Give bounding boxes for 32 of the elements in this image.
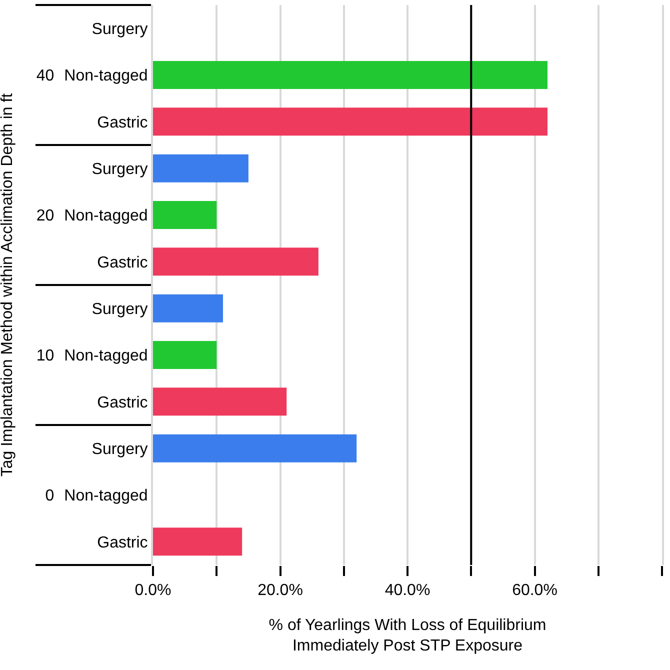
y-tick-label: 20: [36, 208, 54, 225]
series-label: Gastric: [97, 534, 148, 552]
bar: [153, 341, 217, 369]
bar: [153, 108, 548, 136]
bar: [153, 434, 357, 462]
x-axis-title: % of Yearlings With Loss of Equilibrium Immediately Post STP Exposure: [268, 616, 546, 655]
y-tick-label: 40: [36, 68, 54, 85]
text: Non-tagged: [64, 488, 148, 505]
text: Non-tagged: [64, 68, 148, 85]
y-tick-label: 0: [45, 488, 54, 505]
series-label: Non-tagged: [64, 348, 148, 365]
y-tick-label: 10: [36, 348, 54, 365]
x-tick-label: 40.0%: [384, 582, 430, 600]
bar: [153, 61, 548, 89]
y-axis-title: Tag Implantation Method within Acclimation Depth in ft: [0, 92, 16, 477]
text: Non-tagged: [64, 208, 148, 225]
bar: [153, 528, 242, 556]
x-tick-label: 60.0%: [512, 582, 558, 600]
bar: [153, 294, 223, 322]
bar: [153, 201, 217, 229]
bar: [153, 248, 318, 276]
text: Gastric: [97, 114, 148, 132]
text: Surgery: [92, 160, 148, 178]
x-tick-label: 20.0%: [258, 582, 303, 600]
text: Surgery: [92, 20, 148, 38]
bar: [153, 154, 248, 182]
bar: [153, 388, 287, 416]
x-tick-label: 0.0%: [134, 582, 172, 600]
series-label: Surgery: [92, 440, 148, 458]
text: Gastric: [97, 394, 148, 412]
text: Surgery: [92, 300, 148, 318]
text: Gastric: [97, 254, 148, 272]
